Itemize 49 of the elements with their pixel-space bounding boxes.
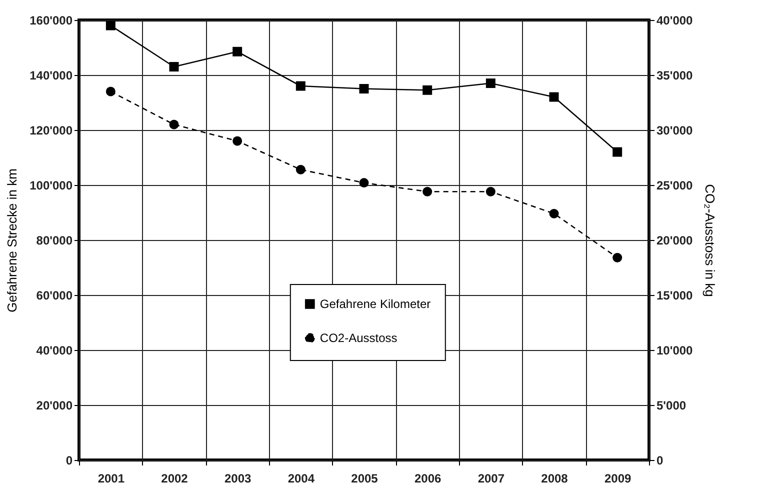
y-tick-label: 40'000 — [36, 344, 73, 358]
y-tick-label: 80'000 — [36, 234, 73, 248]
legend-label: Gefahrene Kilometer — [320, 297, 431, 311]
point — [106, 20, 116, 30]
y-tick-label: 120'000 — [30, 124, 73, 138]
y2-tick-label: 35'000 — [656, 68, 694, 82]
y2-tick-label: 40'000 — [656, 14, 694, 28]
x-tick-label: 2002 — [161, 472, 188, 486]
y2-tick-label: 10'000 — [656, 344, 694, 358]
x-tick-label: 2009 — [604, 472, 632, 486]
x-tick-label: 2004 — [288, 472, 315, 486]
x-tick-label: 2006 — [414, 472, 442, 486]
point — [612, 147, 622, 157]
x-tick-label: 2007 — [478, 472, 505, 486]
y2-tick-label: 5'000 — [656, 398, 686, 412]
y2-tick-label: 25'000 — [656, 178, 694, 192]
y-tick-label: 60'000 — [36, 288, 73, 302]
x-tick-label: 2005 — [351, 472, 378, 486]
legend-label: CO2-Ausstoss — [320, 331, 398, 345]
point — [422, 186, 432, 196]
y-axis-title: Gefahrene Strecke in km — [4, 168, 20, 312]
y-tick-label: 140'000 — [30, 68, 73, 82]
point — [232, 46, 242, 56]
x-tick-label: 2001 — [98, 472, 125, 486]
y2-tick-label: 20'000 — [656, 234, 694, 248]
point — [486, 78, 496, 88]
y-tick-label: 0 — [66, 454, 73, 468]
point — [296, 81, 306, 91]
y2-axis-title: CO₂-Ausstoss in kg — [702, 184, 718, 297]
y2-tick-label: 15'000 — [656, 288, 694, 302]
y2-tick-label: 0 — [656, 454, 664, 468]
point — [296, 164, 306, 174]
y-tick-label: 160'000 — [30, 14, 73, 28]
point — [169, 62, 179, 72]
point — [612, 252, 622, 262]
y-tick-label: 100'000 — [30, 178, 73, 192]
point — [549, 208, 559, 218]
y2-tick-label: 30'000 — [656, 124, 694, 138]
point — [486, 186, 496, 196]
point — [422, 85, 432, 95]
point — [169, 120, 179, 130]
point — [106, 86, 116, 96]
y-tick-label: 20'000 — [36, 398, 73, 412]
point — [549, 92, 559, 102]
x-tick-label: 2003 — [224, 472, 252, 486]
point — [232, 136, 242, 146]
point — [359, 178, 369, 188]
point — [359, 84, 369, 94]
x-tick-label: 2008 — [541, 472, 568, 486]
